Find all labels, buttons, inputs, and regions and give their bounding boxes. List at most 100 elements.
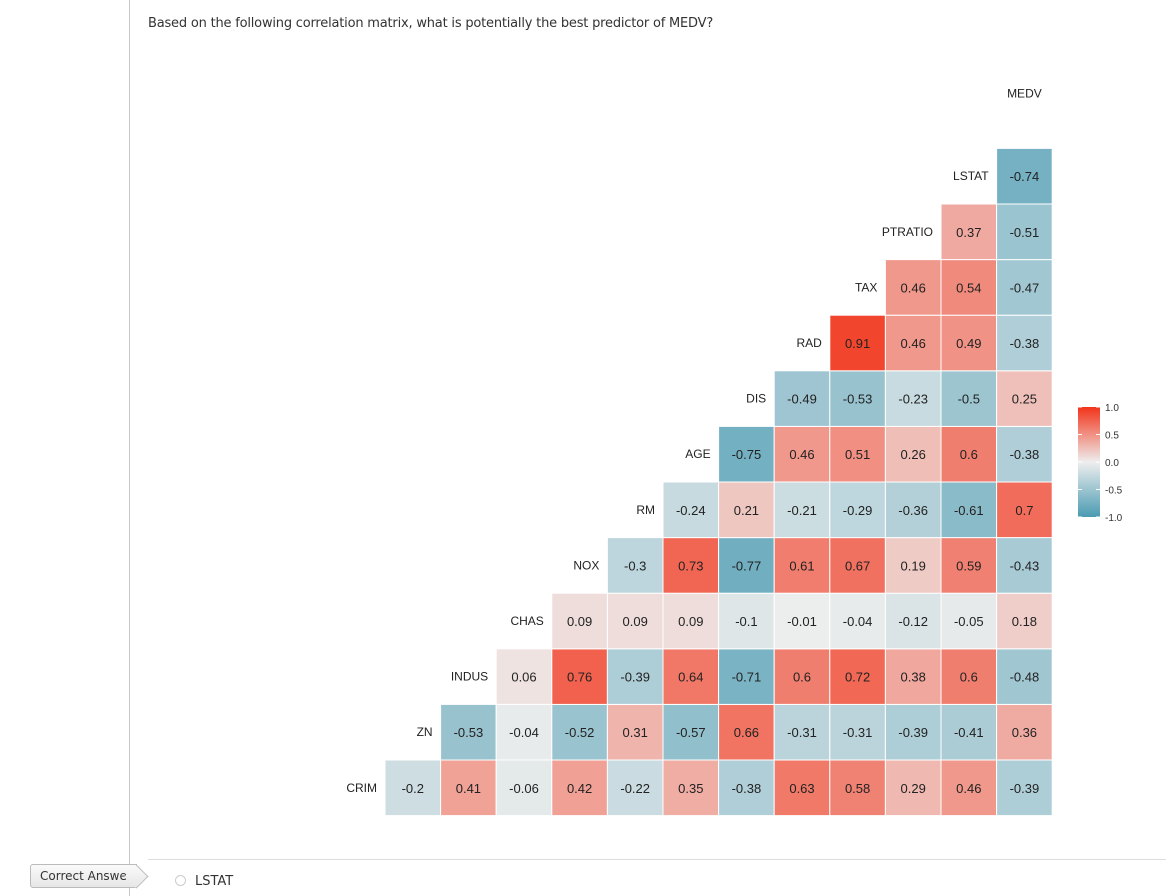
heatmap-cell	[996, 759, 1053, 817]
legend-colorbar	[1078, 407, 1100, 517]
heatmap-cell	[996, 425, 1053, 483]
heatmap-cell	[773, 481, 831, 539]
cell-value: -0.74	[1010, 169, 1040, 184]
cell-value: -0.39	[1010, 781, 1040, 796]
heatmap-cell	[940, 648, 998, 705]
heatmap-cell	[884, 259, 942, 316]
cell-value: -0.1	[735, 614, 757, 629]
cell-value: 0.38	[901, 670, 926, 685]
heatmap-cell	[662, 537, 720, 594]
row-label: LSTAT	[953, 169, 989, 183]
cell-value: 0.36	[1012, 725, 1037, 740]
heatmap-cell	[829, 592, 886, 650]
heatmap-cell	[606, 592, 664, 650]
heatmap-cell	[606, 648, 664, 705]
cell-value: 0.6	[960, 670, 978, 685]
cell-value: 0.06	[511, 670, 536, 685]
heatmap-cell	[996, 481, 1053, 539]
cell-value: -0.36	[898, 503, 928, 518]
cell-value: 0.46	[789, 447, 814, 462]
row-label: AGE	[685, 447, 710, 461]
heatmap-cell	[884, 425, 942, 483]
cell-value: -0.43	[1010, 558, 1040, 573]
heatmap-cell	[718, 481, 775, 539]
heatmap-cell	[829, 481, 886, 539]
heatmap-cell	[495, 703, 553, 761]
legend-tick-label: -0.5	[1105, 486, 1123, 497]
heatmap-cell	[773, 592, 831, 650]
cell-value: 0.31	[623, 725, 648, 740]
cell-value: 0.35	[678, 781, 703, 796]
cell-value: -0.52	[565, 725, 595, 740]
cell-value: -0.2	[402, 781, 424, 796]
heatmap-cell	[718, 425, 775, 483]
legend-tick-label: -1.0	[1105, 513, 1123, 524]
cell-value: -0.48	[1010, 670, 1040, 685]
cell-value: -0.53	[454, 725, 484, 740]
cell-value: -0.06	[509, 781, 539, 796]
cell-value: 0.54	[956, 280, 981, 295]
heatmap-cell	[829, 759, 886, 817]
row-label: DIS	[746, 392, 766, 406]
column-label: MEDV	[1007, 87, 1042, 101]
correct-answer-tag: Correct Answer	[30, 864, 137, 888]
heatmap-cell	[773, 537, 831, 594]
heatmap-cell	[829, 370, 886, 427]
heatmap-cell	[495, 759, 553, 817]
row-label: RM	[636, 503, 655, 517]
cell-value: -0.53	[843, 392, 873, 407]
cell-value: 0.63	[789, 781, 814, 796]
heatmap-cell	[773, 425, 831, 483]
cell-value: -0.24	[676, 503, 706, 518]
row-label: NOX	[573, 558, 599, 572]
heatmap-cell	[884, 592, 942, 650]
answer-radio[interactable]	[175, 875, 186, 886]
cell-value: 0.41	[456, 781, 481, 796]
row-label: PTRATIO	[882, 225, 933, 239]
cell-value: -0.47	[1010, 280, 1040, 295]
heatmap-cell	[940, 370, 998, 427]
cell-value: 0.46	[956, 781, 981, 796]
heatmap-cell	[829, 703, 886, 761]
cell-value: 0.18	[1012, 614, 1037, 629]
cell-value: -0.49	[787, 392, 817, 407]
heatmap-cell	[884, 481, 942, 539]
cell-value: -0.38	[732, 781, 762, 796]
legend-tick-label: 0.5	[1105, 431, 1119, 442]
cell-value: 0.61	[789, 558, 814, 573]
cell-value: 0.29	[901, 781, 926, 796]
heatmap-cell	[940, 759, 998, 817]
cell-value: 0.09	[567, 614, 592, 629]
question-text: Based on the following correlation matri…	[148, 16, 714, 31]
cell-value: -0.39	[898, 725, 928, 740]
cell-value: 0.76	[567, 670, 592, 685]
cell-value: 0.91	[845, 336, 870, 351]
cell-value: -0.38	[1010, 447, 1040, 462]
cell-value: -0.61	[954, 503, 984, 518]
cell-value: -0.57	[676, 725, 706, 740]
cell-value: -0.04	[843, 614, 873, 629]
cell-value: 0.21	[734, 503, 759, 518]
row-label: RAD	[796, 336, 822, 350]
row-label: TAX	[855, 280, 877, 294]
cell-value: -0.71	[732, 670, 762, 685]
heatmap-cell	[773, 759, 831, 817]
cell-value: -0.23	[898, 392, 928, 407]
answer-divider	[148, 859, 1166, 860]
heatmap-cell	[551, 703, 608, 761]
heatmap-cell	[996, 592, 1053, 650]
cell-value: -0.12	[898, 614, 928, 629]
cell-value: 0.25	[1012, 392, 1037, 407]
row-label: CRIM	[346, 781, 377, 795]
cell-value: 0.09	[678, 614, 703, 629]
heatmap-cell	[773, 370, 831, 427]
heatmap-cell	[996, 703, 1053, 761]
heatmap-cell	[829, 314, 886, 372]
heatmap-cell	[996, 537, 1053, 594]
cell-value: -0.38	[1010, 336, 1040, 351]
heatmap-cell	[384, 759, 442, 817]
answer-option-label: LSTAT	[195, 874, 234, 889]
cell-value: 0.46	[901, 336, 926, 351]
heatmap-cell	[718, 703, 775, 761]
